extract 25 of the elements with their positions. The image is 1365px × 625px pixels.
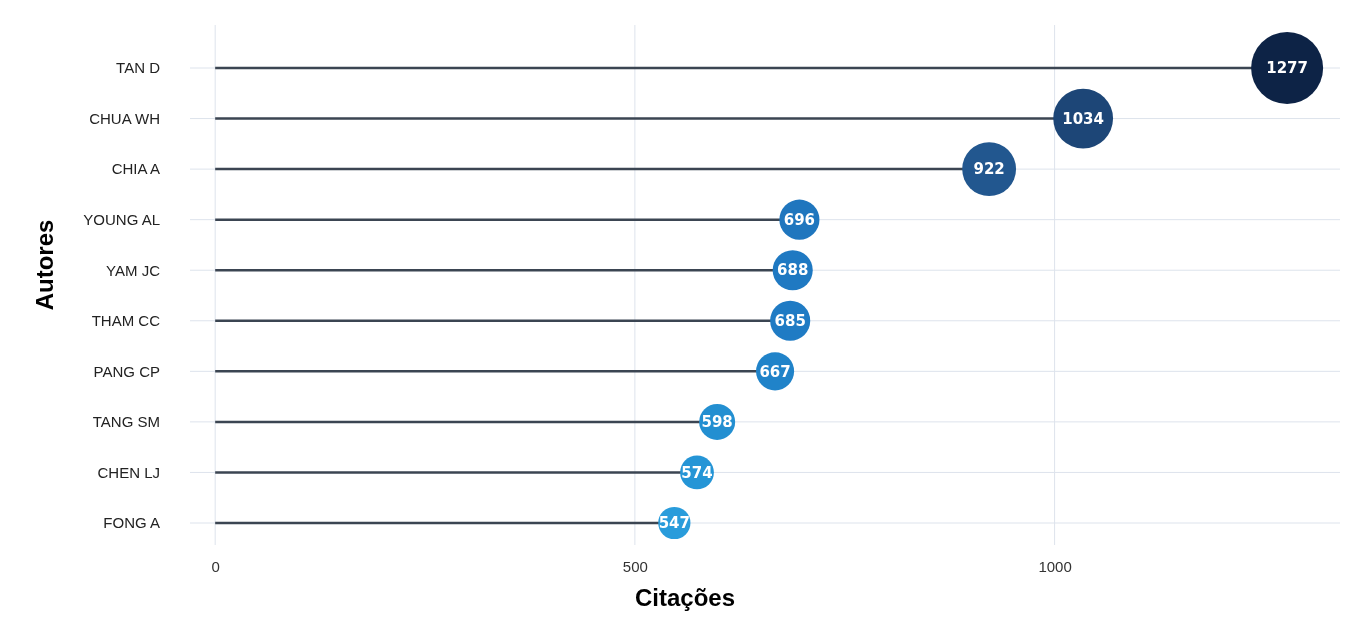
- y-tick-label: YOUNG AL: [83, 210, 160, 228]
- data-label: 1034: [1062, 109, 1105, 128]
- data-label: 667: [759, 362, 791, 381]
- x-tick-label: 500: [622, 557, 648, 575]
- x-tick-label: 1000: [1038, 557, 1072, 575]
- data-label: 696: [783, 210, 816, 229]
- y-tick-label: PANG CP: [93, 362, 160, 380]
- data-label: 922: [973, 160, 1005, 179]
- y-tick-label: CHUA WH: [89, 109, 160, 127]
- y-tick-label: CHIA A: [111, 160, 160, 178]
- x-axis-title: Citações: [634, 584, 736, 611]
- data-label: 1277: [1266, 59, 1308, 78]
- y-tick-label: TANG SM: [92, 413, 160, 431]
- y-tick-label: FONG A: [103, 514, 160, 532]
- y-tick-label: TAN D: [116, 59, 161, 77]
- y-tick-label: YAM JC: [106, 261, 161, 279]
- y-axis-title: Autores: [31, 219, 58, 311]
- y-tick-label: CHEN LJ: [97, 463, 160, 481]
- data-label: 598: [701, 413, 733, 432]
- data-label: 547: [658, 514, 690, 533]
- y-tick-label: THAM CC: [91, 312, 161, 330]
- data-label: 688: [777, 261, 809, 280]
- data-label: 574: [681, 463, 713, 482]
- data-label: 685: [774, 312, 806, 331]
- x-tick-label: 0: [211, 557, 220, 575]
